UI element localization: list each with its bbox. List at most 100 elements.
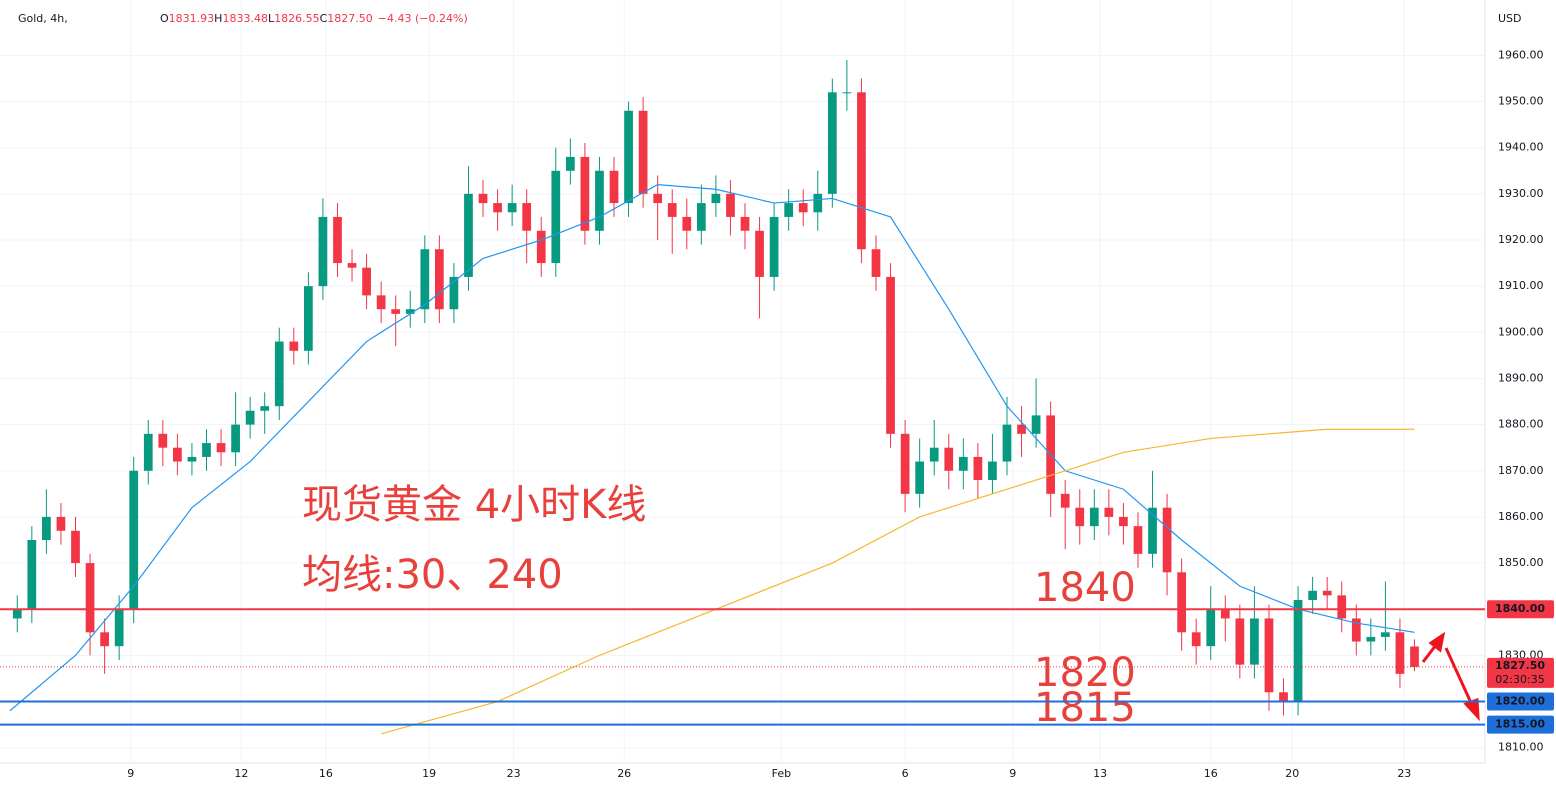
candle-body: [420, 249, 430, 310]
candle-body: [536, 230, 546, 264]
candle-body: [362, 267, 371, 296]
candle-body: [1119, 516, 1128, 527]
y-tick-label: 1920.00: [1498, 233, 1544, 246]
candle-body: [1017, 424, 1026, 434]
arrows: [1421, 631, 1480, 722]
candle-body: [624, 110, 633, 204]
x-tick-label: 19: [422, 767, 436, 780]
candle-body: [1250, 618, 1259, 665]
annotation: 现货黄金 4小时K线: [302, 482, 646, 528]
candle-body: [595, 170, 604, 231]
candle-body: [1337, 595, 1347, 619]
candle-body: [900, 433, 910, 494]
x-tick-label: 12: [234, 767, 248, 780]
x-tick-label: 26: [617, 767, 631, 780]
ohlc-field: O: [160, 12, 169, 25]
level-label: 1840.00: [1495, 602, 1545, 615]
x-tick-label: 6: [902, 767, 909, 780]
symbol: Gold, 4h,: [18, 12, 68, 25]
candle-body: [1002, 424, 1012, 462]
level-label-box: [1487, 692, 1554, 711]
y-tick-label: 1870.00: [1498, 464, 1544, 477]
candle-body: [449, 276, 459, 310]
candle-body: [1381, 632, 1390, 637]
annotation: 均线:30、240: [302, 552, 563, 598]
candle-body: [973, 456, 983, 480]
level-label: 1815.00: [1495, 718, 1545, 731]
candle-body: [755, 230, 764, 277]
candle-body: [1410, 646, 1419, 667]
candle-body: [12, 609, 22, 619]
candle-body: [391, 309, 401, 314]
candle-body: [216, 443, 226, 453]
y-tick-label: 1950.00: [1498, 95, 1544, 108]
y-tick-label: 1910.00: [1498, 279, 1544, 292]
candle-body: [1060, 493, 1070, 508]
x-tick-label: 13: [1093, 767, 1107, 780]
candle-body: [1089, 507, 1099, 527]
ohlc-field: −4.43 (−0.24%): [378, 12, 468, 25]
y-tick-label: 1880.00: [1498, 418, 1544, 431]
annotation: 1815: [1034, 685, 1136, 731]
candle-body: [944, 447, 954, 471]
candle-body: [696, 203, 706, 231]
level-label-box: [1487, 600, 1554, 619]
candle-body: [1177, 572, 1186, 633]
candle-body: [143, 433, 153, 471]
candle-body: [1279, 692, 1288, 702]
moving-average: [380, 428, 1415, 735]
candle-body: [376, 295, 386, 310]
candle-body: [114, 609, 124, 647]
candle-body: [988, 461, 997, 480]
candle-body: [653, 193, 663, 204]
candle-body: [798, 203, 808, 213]
x-tick-label: 20: [1285, 767, 1299, 780]
y-tick-label: 1850.00: [1498, 556, 1544, 569]
x-tick-label: 16: [1204, 767, 1218, 780]
last-price-label: 1827.50: [1495, 659, 1545, 672]
y-tick-label: 1860.00: [1498, 510, 1544, 523]
candle-body: [565, 156, 575, 171]
y-tick-label: 1940.00: [1498, 141, 1544, 154]
ohlc-field: H: [214, 12, 222, 25]
candle-body: [667, 203, 677, 217]
candle-body: [682, 216, 692, 231]
candle-body: [405, 309, 415, 314]
candle-body: [726, 193, 735, 217]
currency: USD: [1498, 12, 1522, 25]
candle-body: [274, 341, 284, 407]
y-tick-label: 1890.00: [1498, 371, 1544, 384]
candle-body: [638, 110, 648, 194]
candle-body: [915, 461, 925, 494]
candle-body: [1206, 609, 1216, 647]
candle-body: [1322, 590, 1332, 596]
candle-body: [842, 92, 852, 94]
candle-body: [886, 276, 895, 434]
ohlc-field: L: [268, 12, 275, 25]
candle-body: [1191, 632, 1201, 647]
ohlc-field: 1833.48: [222, 12, 268, 25]
candle-body: [769, 216, 779, 277]
moving-average: [9, 184, 1415, 712]
ohlc-field: 1831.93: [169, 12, 215, 25]
x-tick-label: 23: [507, 767, 521, 780]
candle-body: [711, 193, 721, 204]
candle-body: [784, 203, 794, 217]
candle-body: [1293, 600, 1303, 702]
level-label-box: [1487, 715, 1554, 734]
candle-body: [434, 249, 444, 310]
candle-body: [857, 92, 866, 250]
candle-body: [347, 263, 357, 268]
candle-body: [1308, 590, 1317, 600]
candle-body: [929, 447, 939, 462]
candle-body: [1104, 507, 1114, 517]
candle-body: [27, 540, 37, 610]
candle-body: [478, 193, 488, 204]
candle-body: [260, 406, 270, 411]
candle-body: [1264, 618, 1274, 693]
y-tick-label: 1810.00: [1498, 741, 1544, 754]
candle-body: [71, 530, 80, 564]
candle-body: [304, 286, 313, 351]
